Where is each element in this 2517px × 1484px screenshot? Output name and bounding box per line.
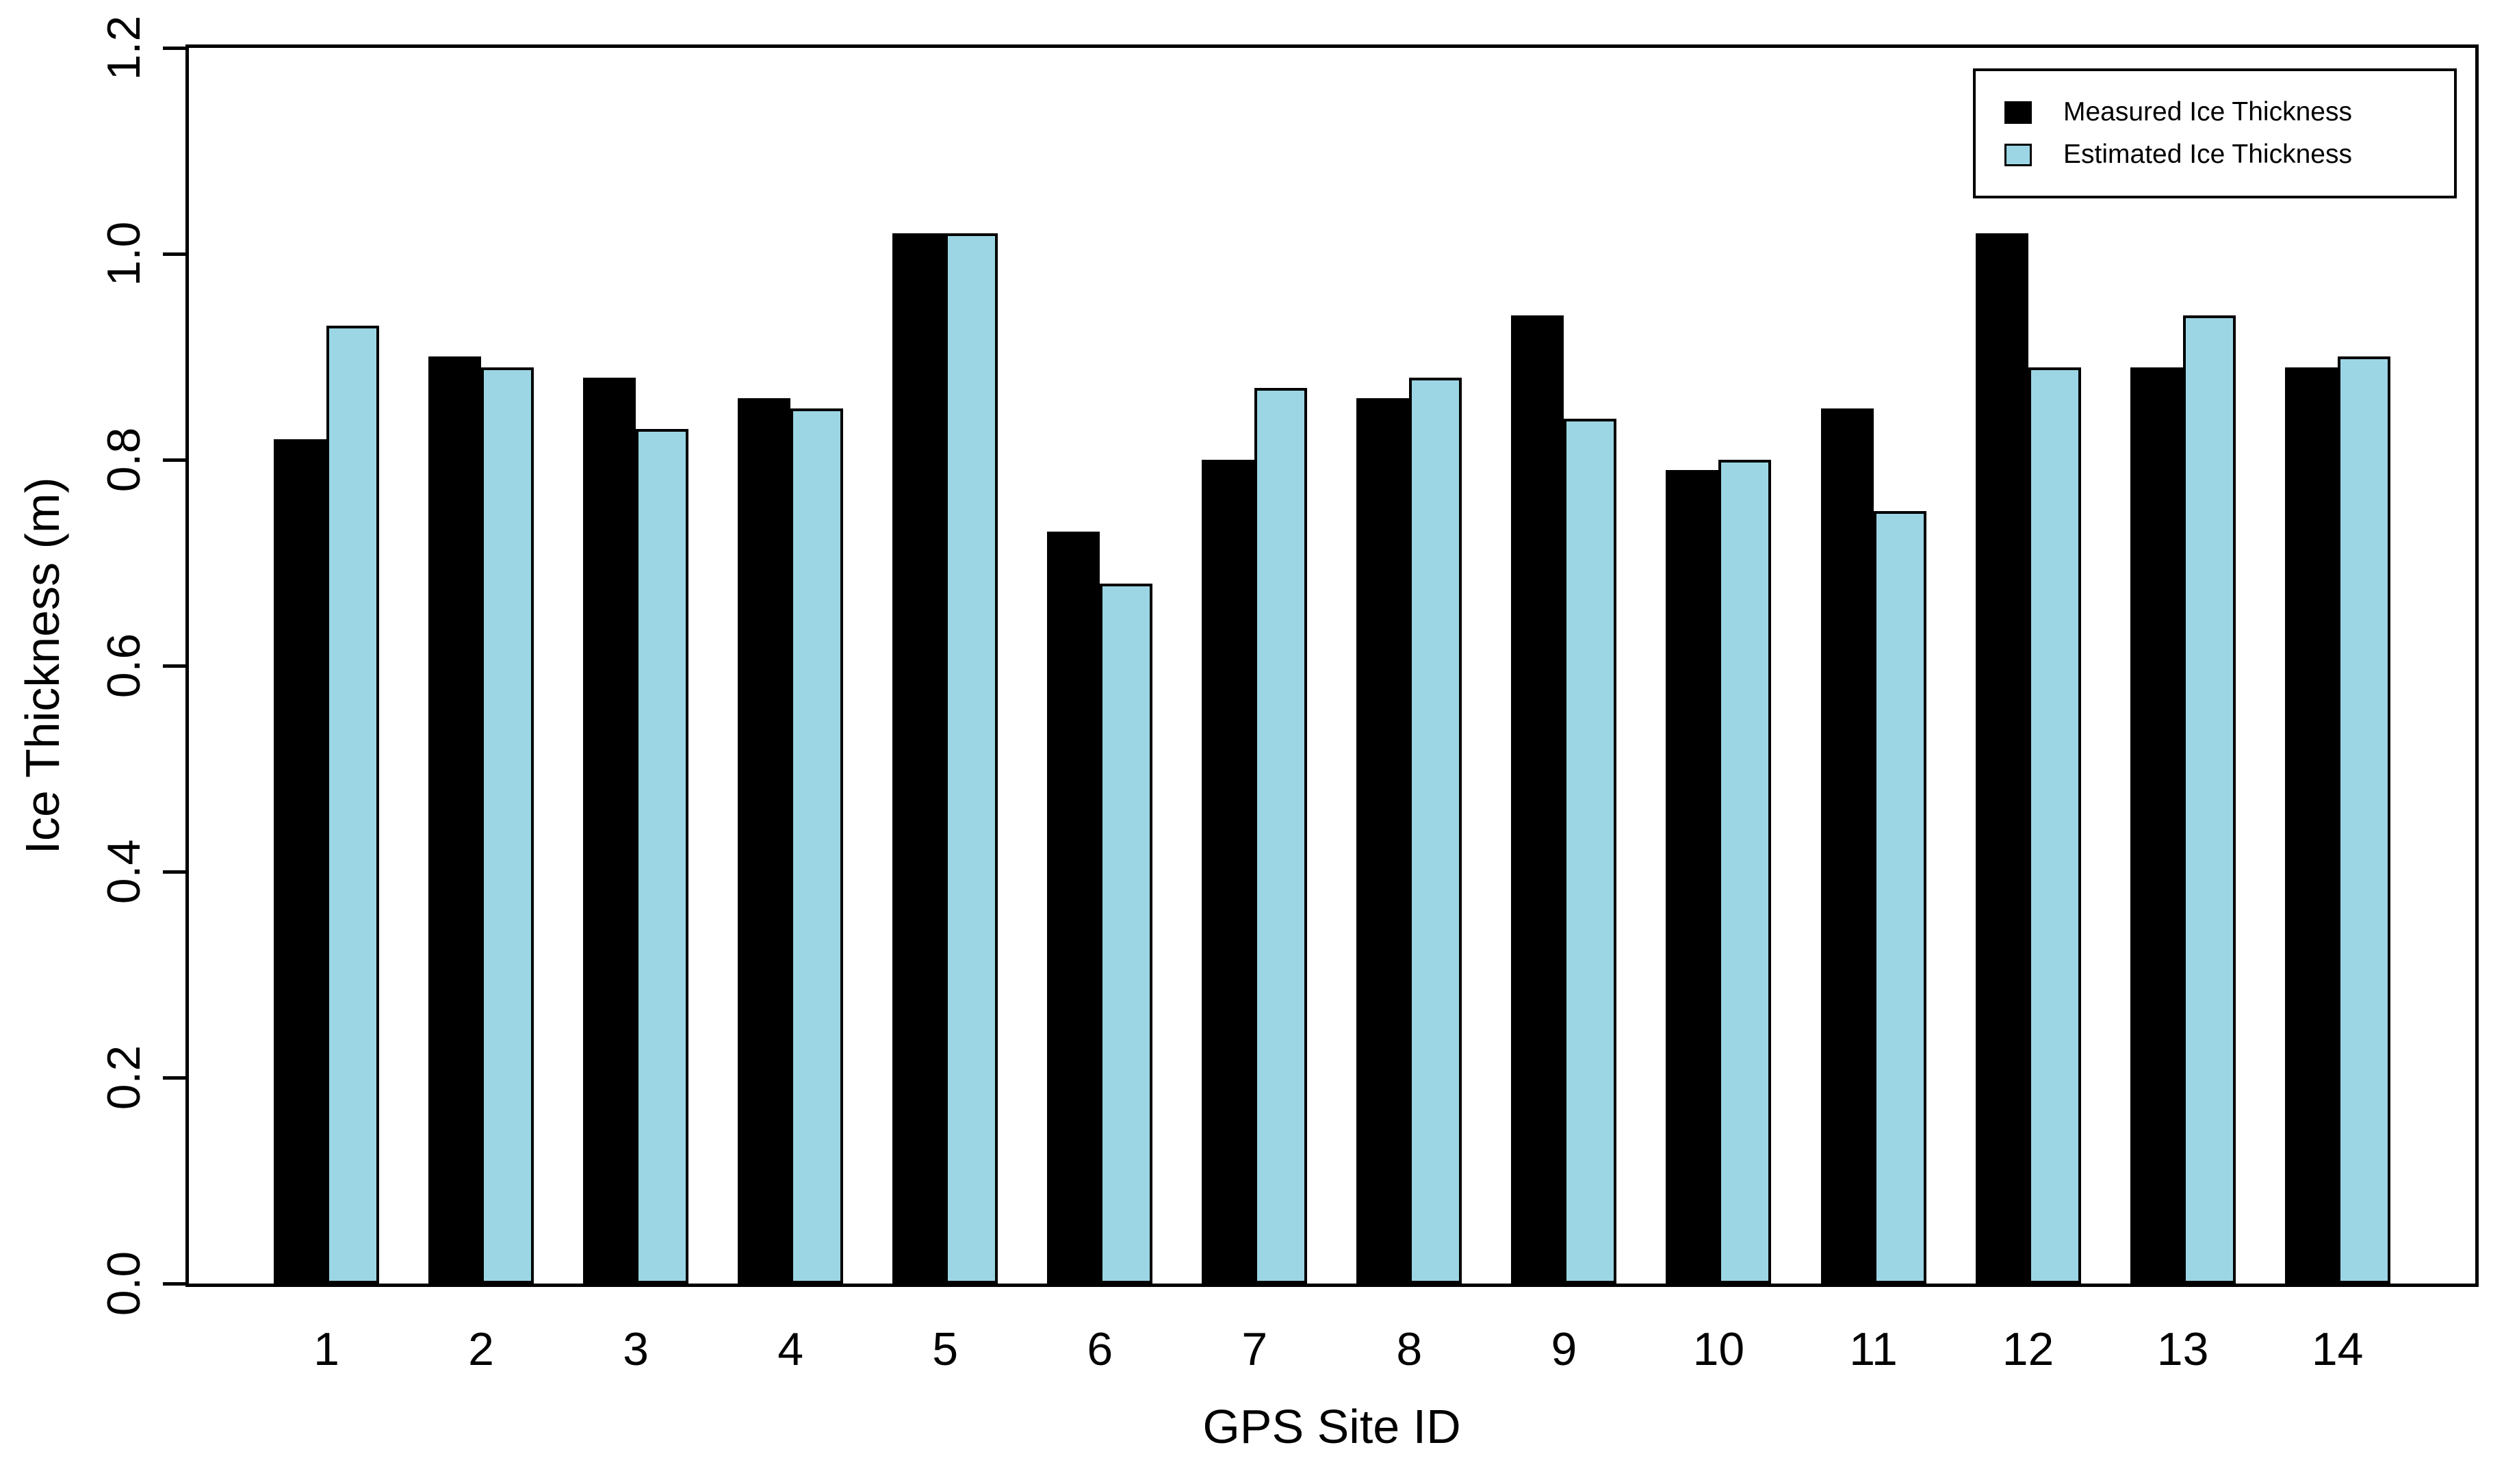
y-axis-tick-label-0.8: 0.8 [98,427,150,493]
legend: Measured Ice Thickness Estimated Ice Thi… [1973,68,2457,198]
x-axis-title: GPS Site ID [1202,1400,1461,1453]
x-axis-category-label-2: 2 [468,1323,494,1375]
legend-label-estimated: Estimated Ice Thickness [2063,140,2352,169]
bar-measured-site-11 [1820,408,1874,1284]
bar-measured-site-6 [1047,532,1100,1284]
x-axis-category-label-5: 5 [932,1323,959,1375]
bar-estimated-site-11 [1873,511,1926,1284]
bar-estimated-site-14 [2337,356,2390,1284]
bar-measured-site-5 [892,233,946,1284]
x-axis-category-label-4: 4 [777,1323,804,1375]
legend-row-estimated: Estimated Ice Thickness [2004,140,2454,170]
x-axis-category-label-6: 6 [1087,1323,1113,1375]
bar-measured-site-3 [583,378,636,1284]
legend-swatch-estimated [2004,143,2032,166]
y-axis-tick-label-0.6: 0.6 [98,633,150,699]
bar-estimated-site-3 [636,429,689,1284]
y-axis-tick-0.0 [163,1281,185,1286]
y-axis-tick-label-0.0: 0.0 [98,1251,150,1316]
bar-measured-site-8 [1356,398,1410,1284]
y-axis-tick-label-0.2: 0.2 [98,1045,150,1110]
y-axis-tick-0.6 [163,664,185,668]
bar-measured-site-4 [738,398,791,1284]
bar-measured-site-9 [1511,315,1564,1284]
bar-measured-site-10 [1666,470,1719,1284]
x-axis-category-label-14: 14 [2311,1323,2364,1375]
x-axis-category-label-12: 12 [2002,1323,2054,1375]
x-axis-category-label-9: 9 [1551,1323,1577,1375]
bar-estimated-site-2 [481,367,534,1284]
x-axis-category-label-8: 8 [1396,1323,1423,1375]
bar-measured-site-14 [2284,367,2338,1284]
y-axis-tick-1.2 [163,46,185,50]
bar-estimated-site-6 [1100,584,1153,1284]
bar-estimated-site-7 [1254,388,1308,1284]
legend-swatch-measured [2004,101,2032,124]
bar-measured-site-7 [1202,460,1255,1284]
x-axis-category-label-13: 13 [2156,1323,2209,1375]
y-axis-tick-0.4 [163,870,185,874]
y-axis-tick-label-1.0: 1.0 [98,221,150,287]
bar-estimated-site-5 [945,233,998,1284]
x-axis-category-label-7: 7 [1241,1323,1268,1375]
bar-estimated-site-12 [2028,367,2081,1284]
bar-estimated-site-9 [1564,419,1617,1284]
bar-measured-site-2 [428,356,482,1284]
bar-measured-site-13 [2130,367,2183,1284]
bar-estimated-site-8 [1409,378,1462,1284]
bar-estimated-site-1 [326,326,379,1284]
bar-estimated-site-10 [1718,460,1772,1284]
y-axis-title: Ice Thickness (m) [16,477,69,855]
y-axis-tick-label-1.2: 1.2 [98,15,150,81]
x-axis-category-label-10: 10 [1692,1323,1745,1375]
bar-estimated-site-13 [2182,315,2236,1284]
x-axis-category-label-3: 3 [623,1323,649,1375]
y-axis-tick-1.0 [163,252,185,256]
y-axis-tick-0.8 [163,458,185,462]
y-axis-tick-label-0.4: 0.4 [98,839,150,904]
x-axis-category-label-11: 11 [1849,1323,1898,1375]
bar-measured-site-12 [1975,233,2028,1284]
x-axis-category-label-1: 1 [313,1323,339,1375]
bar-measured-site-1 [274,439,326,1284]
plot-area: 0.0 0.2 0.4 0.6 0.8 1.0 1.2 1 2 3 4 5 6 7 8 9 10 11 12 13 14 [98,16,2479,1375]
legend-row-measured: Measured Ice Thickness [2004,97,2454,127]
legend-label-measured: Measured Ice Thickness [2063,97,2352,127]
bar-estimated-site-4 [790,408,844,1284]
y-axis-tick-0.2 [163,1076,185,1080]
